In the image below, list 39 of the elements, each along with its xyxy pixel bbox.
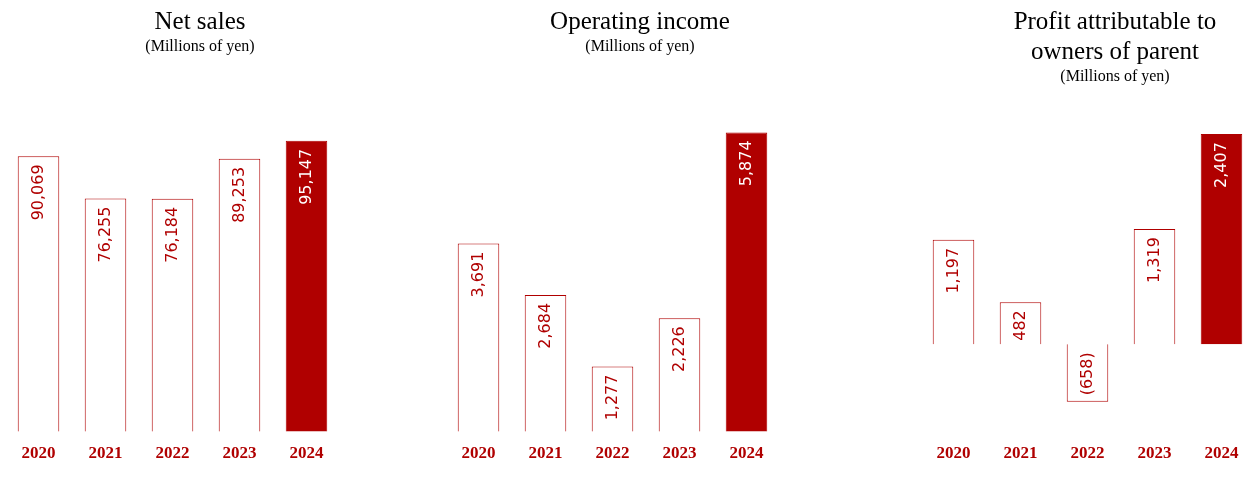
x-tick-label: 2023 [662,443,697,463]
x-tick-label: 2024 [289,443,324,463]
bar [1200,134,1243,345]
data-label: 1,197 [942,247,962,294]
x-tick-label: 2020 [936,443,971,463]
data-label: 76,255 [94,206,114,263]
data-label: 2,226 [668,326,688,373]
x-tick-label: 2023 [1137,443,1172,463]
bar [725,132,768,432]
data-label: 3,691 [467,251,487,298]
x-tick-label: 2020 [21,443,56,463]
x-tick-label: 2021 [1003,443,1038,463]
x-tick-label: 2021 [528,443,563,463]
chart-subtitle: (Millions of yen) [144,36,256,56]
data-label: (658) [1076,352,1096,396]
data-label: 95,147 [295,148,315,205]
x-tick-label: 2023 [222,443,257,463]
x-tick-label: 2024 [1204,443,1239,463]
data-label: 90,069 [27,164,47,221]
x-tick-label: 2022 [155,443,190,463]
chart-title: Net sales [153,6,247,36]
x-tick-label: 2024 [729,443,764,463]
x-tick-label: 2020 [461,443,496,463]
data-label: 1,277 [601,374,621,421]
data-label: 5,874 [735,140,755,187]
chart-title: Profit attributable to owners of parent [1012,6,1218,66]
chart-subtitle: (Millions of yen) [1059,66,1171,86]
data-label: 482 [1009,310,1029,341]
chart-title: Operating income [549,6,731,36]
x-tick-label: 2022 [1070,443,1105,463]
data-label: 76,184 [161,206,181,263]
data-label: 89,253 [228,166,248,223]
bar [285,140,328,432]
data-label: 2,684 [534,302,554,349]
chart-subtitle: (Millions of yen) [584,36,696,56]
data-label: 2,407 [1210,142,1230,188]
x-tick-label: 2021 [88,443,123,463]
x-tick-label: 2022 [595,443,630,463]
data-label: 1,319 [1143,237,1163,283]
